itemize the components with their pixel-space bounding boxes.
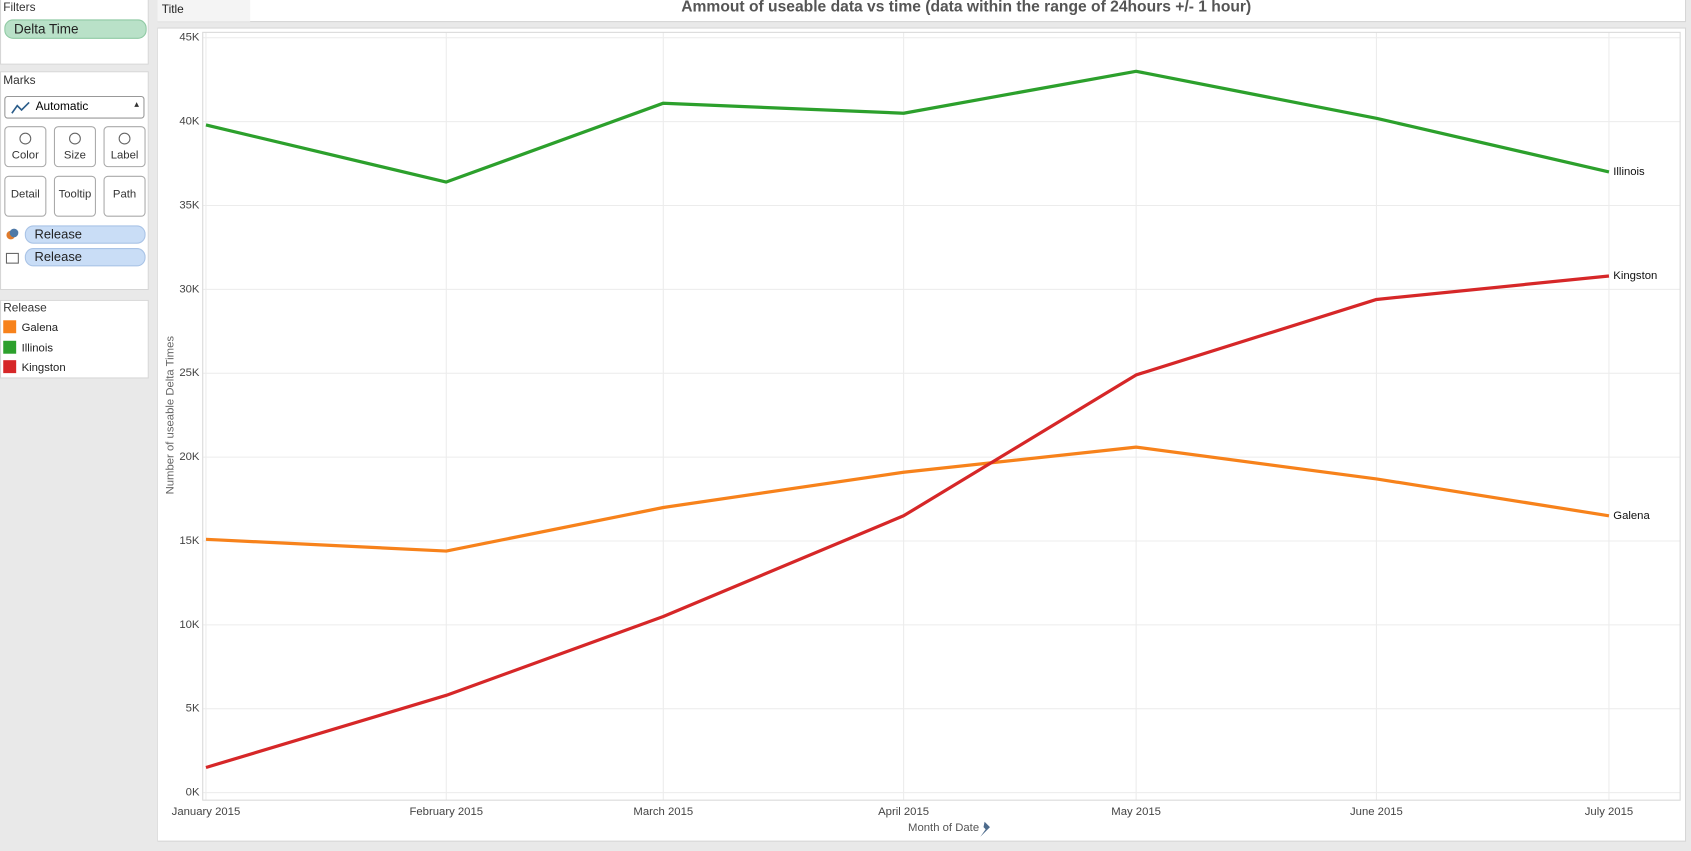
y-tick-label: 35K <box>179 199 200 211</box>
y-tick-label: 10K <box>179 619 200 631</box>
y-tick-label: 25K <box>179 367 200 379</box>
marks-button[interactable]: Label <box>103 126 146 168</box>
title-tab <box>157 0 251 22</box>
y-axis-title: Number of useable Delta Times <box>164 336 176 495</box>
legend-label: Galena <box>21 321 59 335</box>
x-tick-label: February 2015 <box>409 806 483 818</box>
button-icon <box>69 132 81 145</box>
series-line <box>205 274 1610 770</box>
x-tick-label: June 2015 <box>1350 806 1403 818</box>
button-label: Label <box>110 148 139 162</box>
chart-title: Ammout of useable data vs time (data wit… <box>681 0 1251 16</box>
shelf-title: Filters <box>3 1 36 15</box>
legend-swatch <box>3 320 17 334</box>
y-tick-label: 40K <box>179 116 200 128</box>
button-label: Path <box>112 187 137 201</box>
button-icon <box>19 132 32 145</box>
series-line <box>205 69 1610 184</box>
button-icon <box>118 132 131 145</box>
y-tick-label: 20K <box>179 451 200 463</box>
plot-frame <box>202 31 1681 801</box>
marks-button[interactable]: Path <box>103 175 146 217</box>
marks-button[interactable]: Detail <box>4 175 47 217</box>
x-tick-label: May 2015 <box>1111 806 1161 818</box>
legend-item[interactable]: Illinois <box>3 340 53 355</box>
filter-pill[interactable]: Delta Time <box>4 19 147 39</box>
legend-item[interactable]: Kingston <box>3 360 66 375</box>
end-label: Galena <box>1613 510 1650 522</box>
title-tab-label: Title <box>162 2 184 16</box>
y-tick-label: 0K <box>186 787 200 799</box>
x-tick-label: April 2015 <box>878 806 929 818</box>
x-tick-label: July 2015 <box>1585 806 1633 818</box>
color-pill[interactable]: Release <box>24 225 146 244</box>
dropdown-arrow: ▴ <box>134 98 140 109</box>
y-tick-label: 15K <box>179 535 200 547</box>
x-tick-label: January 2015 <box>172 806 241 818</box>
line-icon <box>11 101 30 114</box>
end-label: Kingston <box>1613 270 1657 282</box>
button-label: Color <box>11 148 39 162</box>
marks-card: Marks Automatic ▴ Color Size Label Detail To… <box>0 71 149 291</box>
shelf-title: Marks <box>3 74 36 88</box>
mark-type: Automatic <box>35 100 89 114</box>
x-tick-label: March 2015 <box>633 806 693 818</box>
button-label: Size <box>63 148 86 162</box>
legend-title: Release <box>3 301 47 315</box>
title-bar <box>157 0 1687 23</box>
legend-item[interactable]: Galena <box>3 320 58 335</box>
label-icon <box>5 251 19 264</box>
end-label: Illinois <box>1613 166 1645 178</box>
y-tick-label: 30K <box>179 283 200 295</box>
color-icon <box>5 228 19 241</box>
legend-swatch <box>3 340 17 354</box>
legend-label: Illinois <box>21 341 54 355</box>
chart-pane <box>157 27 1687 842</box>
pin-icon[interactable] <box>980 821 990 837</box>
marks-button[interactable]: Tooltip <box>53 175 96 217</box>
marks-button[interactable]: Color <box>4 126 47 168</box>
mark-type-dropdown[interactable]: Automatic ▴ <box>4 95 145 119</box>
y-tick-label: 45K <box>179 32 200 44</box>
label-pill[interactable]: Release <box>24 248 146 267</box>
x-axis-title: Month of Date <box>908 822 979 834</box>
legend-swatch <box>3 360 17 374</box>
y-tick-label: 5K <box>186 703 200 715</box>
button-label: Tooltip <box>58 187 92 201</box>
filters-shelf: Filters Delta Time <box>0 0 149 65</box>
view: Title Ammout of useable data vs time (da… <box>157 0 1687 842</box>
marks-button[interactable]: Size <box>53 126 96 168</box>
button-label: Detail <box>10 187 40 201</box>
color-legend: Release Galena Illinois Kingston <box>0 299 149 379</box>
legend-label: Kingston <box>21 361 66 375</box>
series-line <box>205 445 1610 553</box>
